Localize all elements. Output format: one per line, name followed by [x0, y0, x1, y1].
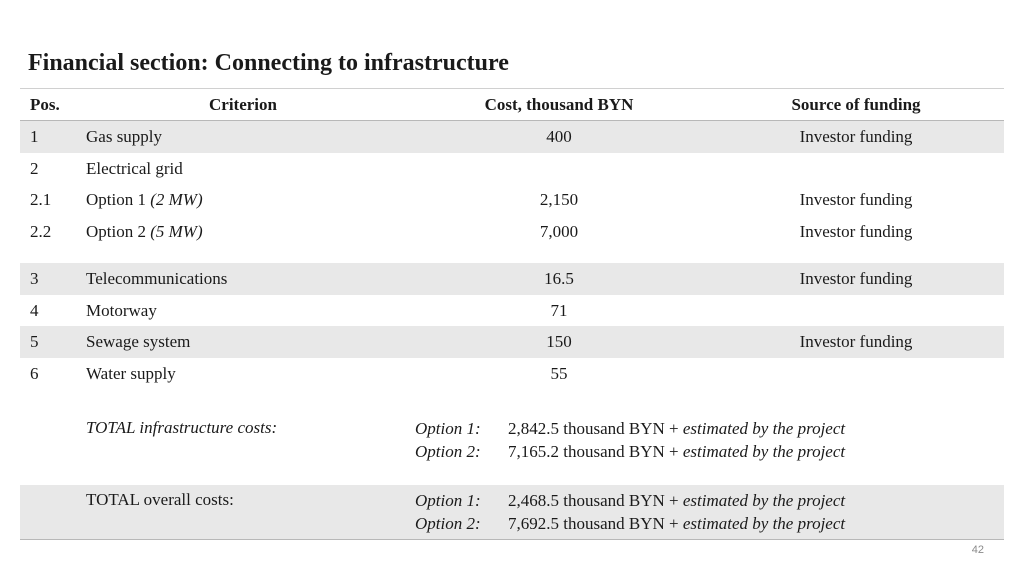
row-pos: 5 — [30, 332, 39, 351]
row-cost: 71 — [550, 300, 568, 320]
page-title: Financial section: Connecting to infrast… — [28, 50, 509, 76]
infrastructure-cost-table: Pos. Criterion Cost, thousand BYN Source… — [20, 88, 1004, 540]
row-gap — [20, 473, 1004, 485]
total-overall-block: TOTAL overall costs: Option 1: 2,468.5 t… — [20, 485, 1004, 540]
total-infra-option-2-amount: 7,165.2 thousand BYN + — [508, 442, 683, 461]
row-gap — [20, 247, 1004, 263]
row-cost: 16.5 — [544, 269, 574, 288]
total-infra-option-2-value: 7,165.2 thousand BYN + estimated by the … — [508, 440, 845, 463]
row-source: Investor funding — [799, 127, 913, 146]
total-overall-option-1-amount: 2,468.5 thousand BYN + — [508, 491, 683, 510]
table-header-row: Pos. Criterion Cost, thousand BYN Source… — [20, 88, 1004, 121]
total-infra-option-2-note: estimated by the project — [682, 442, 846, 461]
row-source: Investor funding — [799, 221, 913, 241]
row-pos: 2.2 — [30, 221, 52, 241]
row-source: Investor funding — [799, 269, 913, 288]
total-overall-option-1-value: 2,468.5 thousand BYN + estimated by the … — [508, 489, 845, 512]
total-overall-label: TOTAL overall costs: — [86, 490, 234, 509]
table-row: 3 Telecommunications 16.5 Investor fundi… — [20, 263, 1004, 295]
row-gap — [20, 389, 1004, 409]
row-source: Investor funding — [799, 190, 913, 209]
row-cost: 400 — [546, 127, 572, 146]
row-criterion: Gas supply — [86, 127, 163, 146]
table-row: 2.2 Option 2 (5 MW) 7,000 Investor fundi… — [20, 216, 1004, 248]
row-criterion-note: (5 MW) — [150, 221, 203, 241]
total-infra-option-1-note: estimated by the project — [682, 419, 846, 438]
row-criterion: Electrical grid — [86, 158, 183, 178]
table-row: 1 Gas supply 400 Investor funding — [20, 121, 1004, 153]
table-row: 2.1 Option 1 (2 MW) 2,150 Investor fundi… — [20, 184, 1004, 216]
total-overall-option-2-note: estimated by the project — [682, 514, 846, 533]
total-infra-option-1-value: 2,842.5 thousand BYN + estimated by the … — [508, 417, 845, 440]
row-criterion-text: Option 1 — [86, 190, 151, 209]
total-overall-option-2-value: 7,692.5 thousand BYN + estimated by the … — [508, 512, 845, 535]
row-pos: 2.1 — [30, 190, 52, 209]
row-criterion-note: (2 MW) — [150, 190, 203, 209]
table-row: 4 Motorway 71 — [20, 295, 1004, 327]
row-criterion-text: Option 2 — [86, 221, 151, 241]
row-cost: 7,000 — [539, 221, 579, 241]
table-row: 5 Sewage system 150 Investor funding — [20, 326, 1004, 358]
row-cost: 150 — [546, 332, 572, 351]
row-criterion: Water supply — [86, 363, 176, 383]
total-infra-option-1-amount: 2,842.5 thousand BYN + — [508, 419, 683, 438]
table-row: 2 Electrical grid — [20, 153, 1004, 185]
total-overall-option-2-amount: 7,692.5 thousand BYN + — [508, 514, 683, 533]
row-criterion: Motorway — [86, 300, 157, 320]
total-overall-option-1-label: Option 1: — [415, 491, 481, 510]
row-criterion: Option 1 (2 MW) — [86, 184, 203, 216]
row-cost: 2,150 — [539, 190, 579, 209]
row-pos: 6 — [30, 363, 39, 383]
header-cost: Cost, thousand BYN — [484, 95, 634, 114]
total-infrastructure-block: TOTAL infrastructure costs: Option 1: 2,… — [20, 409, 1004, 473]
row-pos: 2 — [30, 158, 39, 178]
row-criterion: Option 2 (5 MW) — [86, 216, 203, 248]
total-infrastructure-label: TOTAL infrastructure costs: — [86, 418, 278, 437]
header-criterion: Criterion — [209, 95, 277, 114]
header-pos: Pos. — [30, 95, 60, 114]
total-infra-option-1-label: Option 1: — [415, 419, 481, 438]
page-number: 42 — [971, 544, 984, 556]
row-criterion: Telecommunications — [86, 269, 228, 288]
row-source: Investor funding — [799, 332, 913, 351]
row-cost: 55 — [550, 363, 568, 383]
total-overall-option-2-label: Option 2: — [415, 514, 481, 533]
row-pos: 3 — [30, 269, 39, 288]
total-infra-option-2-label: Option 2: — [415, 442, 481, 461]
row-pos: 4 — [30, 300, 39, 320]
table-row: 6 Water supply 55 — [20, 358, 1004, 390]
row-criterion: Sewage system — [86, 332, 191, 351]
total-overall-option-1-note: estimated by the project — [682, 491, 846, 510]
row-pos: 1 — [30, 127, 39, 146]
header-source: Source of funding — [791, 95, 921, 114]
